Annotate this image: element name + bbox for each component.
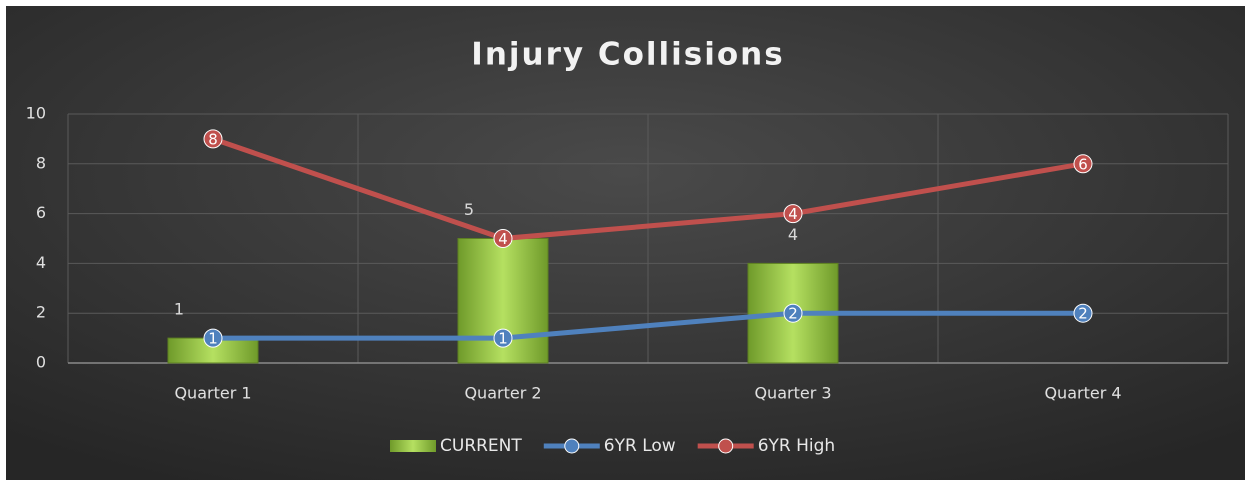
data-label: 6 bbox=[1078, 155, 1088, 173]
x-tick-label: Quarter 2 bbox=[464, 384, 541, 403]
legend-marker bbox=[718, 438, 734, 454]
marker bbox=[783, 204, 803, 224]
line bbox=[212, 136, 1084, 241]
data-label: 8 bbox=[208, 130, 218, 148]
data-label: 2 bbox=[788, 305, 798, 323]
legend-marker bbox=[564, 438, 580, 454]
y-tick-label: 2 bbox=[36, 303, 46, 322]
y-tick-label: 8 bbox=[36, 153, 46, 172]
x-tick-label: Quarter 3 bbox=[754, 384, 831, 403]
data-label: 4 bbox=[498, 230, 508, 248]
legend-label: 6YR High bbox=[758, 436, 836, 456]
marker bbox=[1073, 303, 1093, 323]
marker bbox=[783, 303, 803, 323]
legend-label: CURRENT bbox=[440, 436, 522, 456]
data-label: 1 bbox=[174, 300, 184, 319]
x-tick-label: Quarter 1 bbox=[174, 384, 251, 403]
marker bbox=[493, 328, 513, 348]
data-label: 1 bbox=[208, 330, 218, 348]
y-tick-label: 0 bbox=[36, 353, 46, 372]
data-label: 4 bbox=[788, 225, 798, 244]
data-label: 2 bbox=[1078, 305, 1088, 323]
data-label: 1 bbox=[498, 330, 508, 348]
y-tick-label: 10 bbox=[26, 104, 46, 123]
legend-label: 6YR Low bbox=[604, 436, 676, 456]
x-tick-label: Quarter 4 bbox=[1044, 384, 1121, 403]
data-label: 5 bbox=[464, 200, 474, 219]
line bbox=[213, 310, 1083, 341]
background bbox=[6, 6, 1245, 480]
marker bbox=[1073, 154, 1093, 174]
y-tick-label: 4 bbox=[36, 253, 46, 272]
chart-title: Injury Collisions bbox=[471, 37, 784, 73]
marker bbox=[203, 328, 223, 348]
legend-swatch bbox=[390, 440, 436, 452]
marker bbox=[203, 129, 223, 149]
data-label: 4 bbox=[788, 205, 798, 223]
marker bbox=[493, 229, 513, 248]
y-tick-label: 6 bbox=[36, 203, 46, 222]
